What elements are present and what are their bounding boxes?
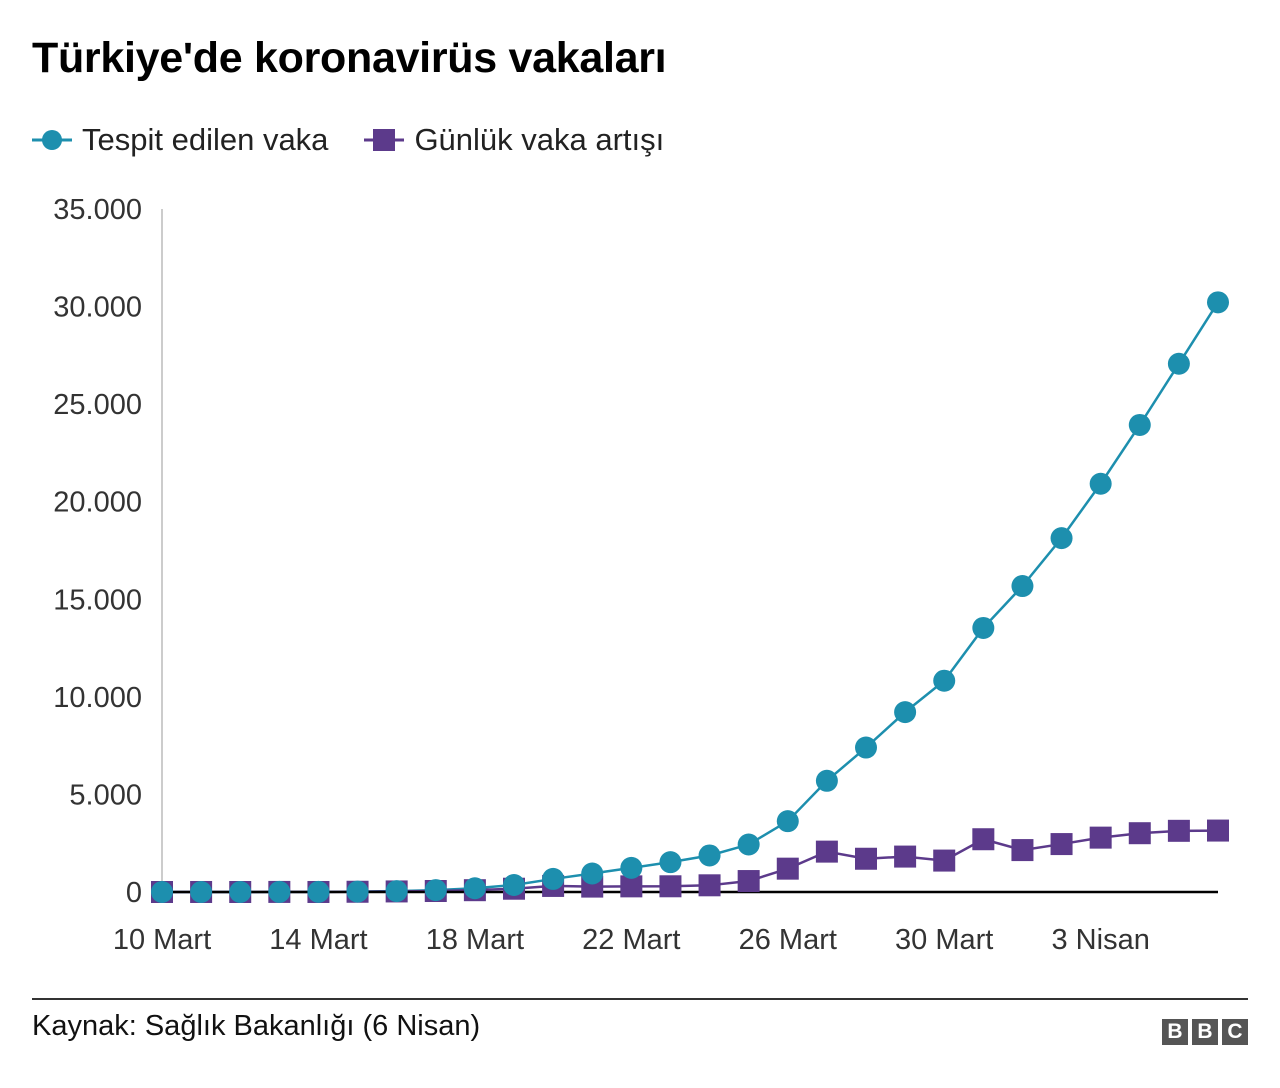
daily-increase-point bbox=[1011, 839, 1034, 862]
daily-increase-point bbox=[815, 840, 838, 863]
confirmed-cases-point bbox=[620, 856, 643, 879]
confirmed-cases-point bbox=[894, 701, 917, 724]
y-tick-label: 20.000 bbox=[53, 487, 142, 519]
legend-item-daily: Günlük vaka artışı bbox=[364, 120, 664, 160]
confirmed-cases-point bbox=[1128, 413, 1151, 436]
daily-increase-point bbox=[933, 849, 956, 872]
daily-increase-point bbox=[698, 874, 721, 897]
x-tick-label: 14 Mart bbox=[269, 924, 367, 956]
y-tick-label: 15.000 bbox=[53, 584, 142, 616]
confirmed-cases-point bbox=[698, 844, 721, 867]
confirmed-cases-point bbox=[190, 880, 213, 903]
confirmed-cases-point bbox=[542, 867, 565, 890]
confirmed-cases-point bbox=[737, 833, 760, 856]
x-tick-label: 26 Mart bbox=[739, 924, 837, 956]
y-tick-label: 10.000 bbox=[53, 682, 142, 714]
chart-title: Türkiye'de koronavirüs vakaları bbox=[32, 34, 667, 82]
y-tick-label: 30.000 bbox=[53, 292, 142, 324]
daily-increase-point bbox=[972, 828, 995, 851]
daily-increase-point bbox=[1167, 819, 1190, 842]
confirmed-cases-point bbox=[581, 862, 604, 885]
y-tick-label: 0 bbox=[126, 877, 142, 909]
circle-icon bbox=[32, 130, 72, 150]
x-tick-label: 3 Nisan bbox=[1052, 924, 1150, 956]
line-chart: 0 5.000 10.000 15.000 20.000 25.000 30.000 35.0… bbox=[53, 194, 1229, 956]
y-tick-label: 25.000 bbox=[53, 389, 142, 421]
legend-label-confirmed: Tespit edilen vaka bbox=[82, 122, 329, 157]
confirmed-cases-point bbox=[346, 880, 369, 903]
daily-increase-point bbox=[659, 875, 682, 898]
confirmed-cases-point bbox=[424, 879, 447, 902]
daily-increase-point bbox=[1207, 819, 1229, 842]
confirmed-cases-line bbox=[161, 301, 1220, 894]
bbc-logo-letter: B bbox=[1192, 1019, 1218, 1045]
confirmed-cases-point bbox=[659, 851, 682, 874]
daily-increase-point bbox=[1089, 826, 1112, 849]
confirmed-cases-point bbox=[1089, 472, 1112, 495]
daily-increase-point bbox=[855, 847, 877, 870]
x-tick-label: 18 Mart bbox=[426, 924, 524, 956]
x-tick-label: 30 Mart bbox=[895, 924, 993, 956]
confirmed-cases-point bbox=[1207, 291, 1229, 314]
bbc-logo-letter: C bbox=[1222, 1019, 1248, 1045]
confirmed-cases-point bbox=[933, 669, 956, 692]
y-tick-label: 5.000 bbox=[69, 779, 142, 811]
daily-increase-point bbox=[1128, 822, 1151, 845]
y-tick-label: 35.000 bbox=[53, 194, 142, 226]
confirmed-cases-point bbox=[503, 873, 525, 896]
legend-label-daily: Günlük vaka artışı bbox=[414, 122, 665, 157]
x-tick-label: 22 Mart bbox=[582, 924, 680, 956]
confirmed-cases-point bbox=[385, 880, 408, 903]
daily-increase-point bbox=[894, 845, 917, 868]
confirmed-cases-point bbox=[151, 881, 173, 903]
confirmed-cases-point bbox=[229, 880, 252, 903]
confirmed-cases-point bbox=[268, 880, 291, 903]
daily-increase-point bbox=[620, 875, 643, 898]
daily-increase-point bbox=[776, 857, 799, 880]
bbc-logo: B B C bbox=[1158, 1019, 1248, 1045]
confirmed-cases-point bbox=[855, 736, 877, 759]
confirmed-cases-point bbox=[463, 877, 486, 900]
confirmed-cases-point bbox=[776, 810, 799, 833]
footer-divider bbox=[32, 998, 1248, 1000]
confirmed-cases-point bbox=[972, 616, 995, 639]
daily-increase-point bbox=[1050, 833, 1073, 856]
legend-item-confirmed: Tespit edilen vaka bbox=[32, 120, 328, 160]
source-note: Kaynak: Sağlık Bakanlığı (6 Nisan) bbox=[32, 1010, 481, 1042]
confirmed-cases-point bbox=[307, 880, 330, 903]
confirmed-cases-point bbox=[1167, 352, 1190, 375]
confirmed-cases-point bbox=[1011, 575, 1034, 598]
legend: Tespit edilen vaka Günlük vaka artışı bbox=[32, 118, 700, 162]
daily-increase-point bbox=[737, 870, 760, 893]
confirmed-cases-point bbox=[1050, 527, 1073, 550]
bbc-logo-letter: B bbox=[1162, 1019, 1188, 1045]
x-tick-label: 10 Mart bbox=[113, 924, 211, 956]
confirmed-cases-point bbox=[815, 769, 838, 792]
square-icon bbox=[364, 129, 405, 151]
